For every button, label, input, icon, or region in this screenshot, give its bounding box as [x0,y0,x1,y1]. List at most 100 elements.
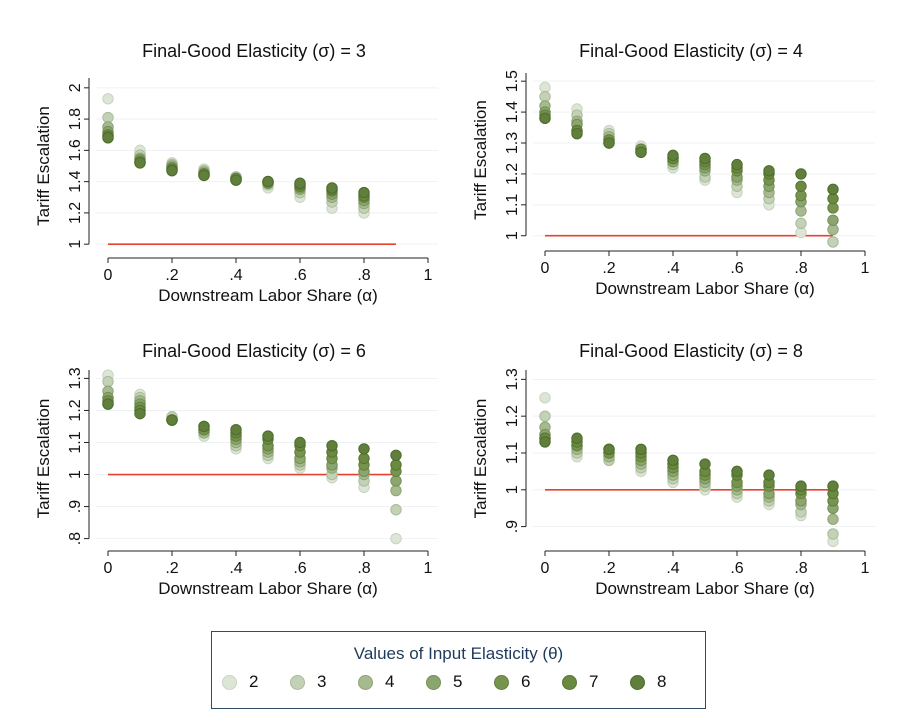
legend-marker-icon [426,674,441,690]
x-tick-label: 1 [424,560,433,577]
data-point [731,465,743,478]
data-point [198,169,210,182]
x-axis-label: Downstream Labor Share (α) [595,279,815,298]
x-tick-label: 0 [541,560,550,577]
data-point [699,152,711,165]
data-point [763,165,775,177]
x-tick-label: 1 [424,267,433,284]
chart-title: Final-Good Elasticity (σ) = 3 [142,41,366,61]
y-tick-label: 1.5 [504,70,521,92]
y-tick-label: 1 [504,231,521,240]
data-point [731,158,743,171]
data-point [198,420,210,433]
y-tick-label: 1.2 [504,405,521,427]
x-tick-label: .6 [730,560,743,577]
x-tick-label: 1 [861,560,870,577]
x-tick-label: .2 [165,267,178,284]
data-point [390,449,402,461]
legend-label: 2 [249,672,259,691]
data-point [294,436,306,449]
data-point [262,430,274,442]
y-tick-label: 1 [504,485,521,494]
y-tick-label: 1.6 [67,139,84,161]
data-point [827,513,839,525]
legend-item: 5 [426,672,494,692]
data-point [539,436,551,448]
legend-item: 4 [358,672,426,692]
x-tick-label: 0 [104,267,113,284]
legend-marker-icon [222,674,237,690]
data-point [102,398,114,410]
data-point [390,475,402,487]
y-tick-label: .8 [67,532,84,545]
chart-panel: Final-Good Elasticity (σ) = 311.21.41.61… [34,41,438,305]
data-point [827,480,839,492]
legend-items: 2 3 4 5 6 7 8 [222,672,698,692]
data-point [390,504,402,516]
data-point [571,432,583,444]
y-tick-label: 1.1 [504,194,521,216]
x-tick-label: .8 [357,560,370,577]
data-point [134,157,146,169]
y-tick-label: 1.4 [67,170,84,192]
data-point [795,168,807,180]
data-point [358,186,370,199]
legend-marker-icon [494,674,509,690]
data-point [603,443,615,455]
y-tick-label: 1.4 [504,101,521,123]
legend-label: 8 [657,672,667,691]
legend-label: 5 [453,672,463,691]
y-axis-label: Tariff Escalation [34,106,53,226]
data-point [102,132,114,144]
legend-item: 7 [562,672,630,692]
data-point [166,414,178,426]
legend-marker-icon [358,674,373,690]
y-tick-label: 1.3 [67,367,84,389]
x-axis-label: Downstream Labor Share (α) [158,286,378,305]
legend-item: 3 [290,672,358,692]
data-point [390,484,402,497]
data-point [102,375,114,388]
data-point [539,112,551,124]
chart-title: Final-Good Elasticity (σ) = 6 [142,341,366,361]
x-tick-label: 0 [104,560,113,577]
x-tick-label: .6 [730,260,743,277]
data-point [262,175,274,188]
legend-marker-icon [290,674,305,690]
y-tick-label: 1.2 [504,163,521,185]
data-point [134,407,146,420]
legend-item: 6 [494,672,562,692]
y-axis-label: Tariff Escalation [34,399,53,519]
x-tick-label: .2 [602,560,615,577]
chart-title: Final-Good Elasticity (σ) = 8 [579,341,803,361]
data-point [102,111,114,124]
y-tick-label: 1.2 [67,399,84,421]
x-tick-label: .4 [666,560,679,577]
y-tick-label: 2 [67,83,84,92]
data-point [166,164,178,177]
x-tick-label: 0 [541,260,550,277]
data-point [294,177,306,189]
x-tick-label: .8 [794,560,807,577]
data-point [795,180,807,192]
data-point [390,459,402,471]
data-point [326,439,338,452]
data-point [358,452,370,465]
x-tick-label: .2 [165,560,178,577]
x-tick-label: .8 [357,267,370,284]
legend-item: 8 [630,672,698,692]
y-tick-label: 1 [67,240,84,249]
data-point [635,443,647,455]
data-point [539,410,551,422]
data-point [827,236,839,248]
legend-title: Values of Input Elasticity (θ) [353,644,564,663]
x-axis-label: Downstream Labor Share (α) [158,579,378,598]
x-tick-label: .8 [794,260,807,277]
data-point [667,454,679,467]
data-point [827,214,839,226]
chart-panel: Final-Good Elasticity (σ) = 411.11.21.31… [471,41,875,298]
data-point [358,443,370,455]
chart-panel: Final-Good Elasticity (σ) = 6.8.911.11.2… [34,341,438,598]
x-tick-label: 1 [861,260,870,277]
